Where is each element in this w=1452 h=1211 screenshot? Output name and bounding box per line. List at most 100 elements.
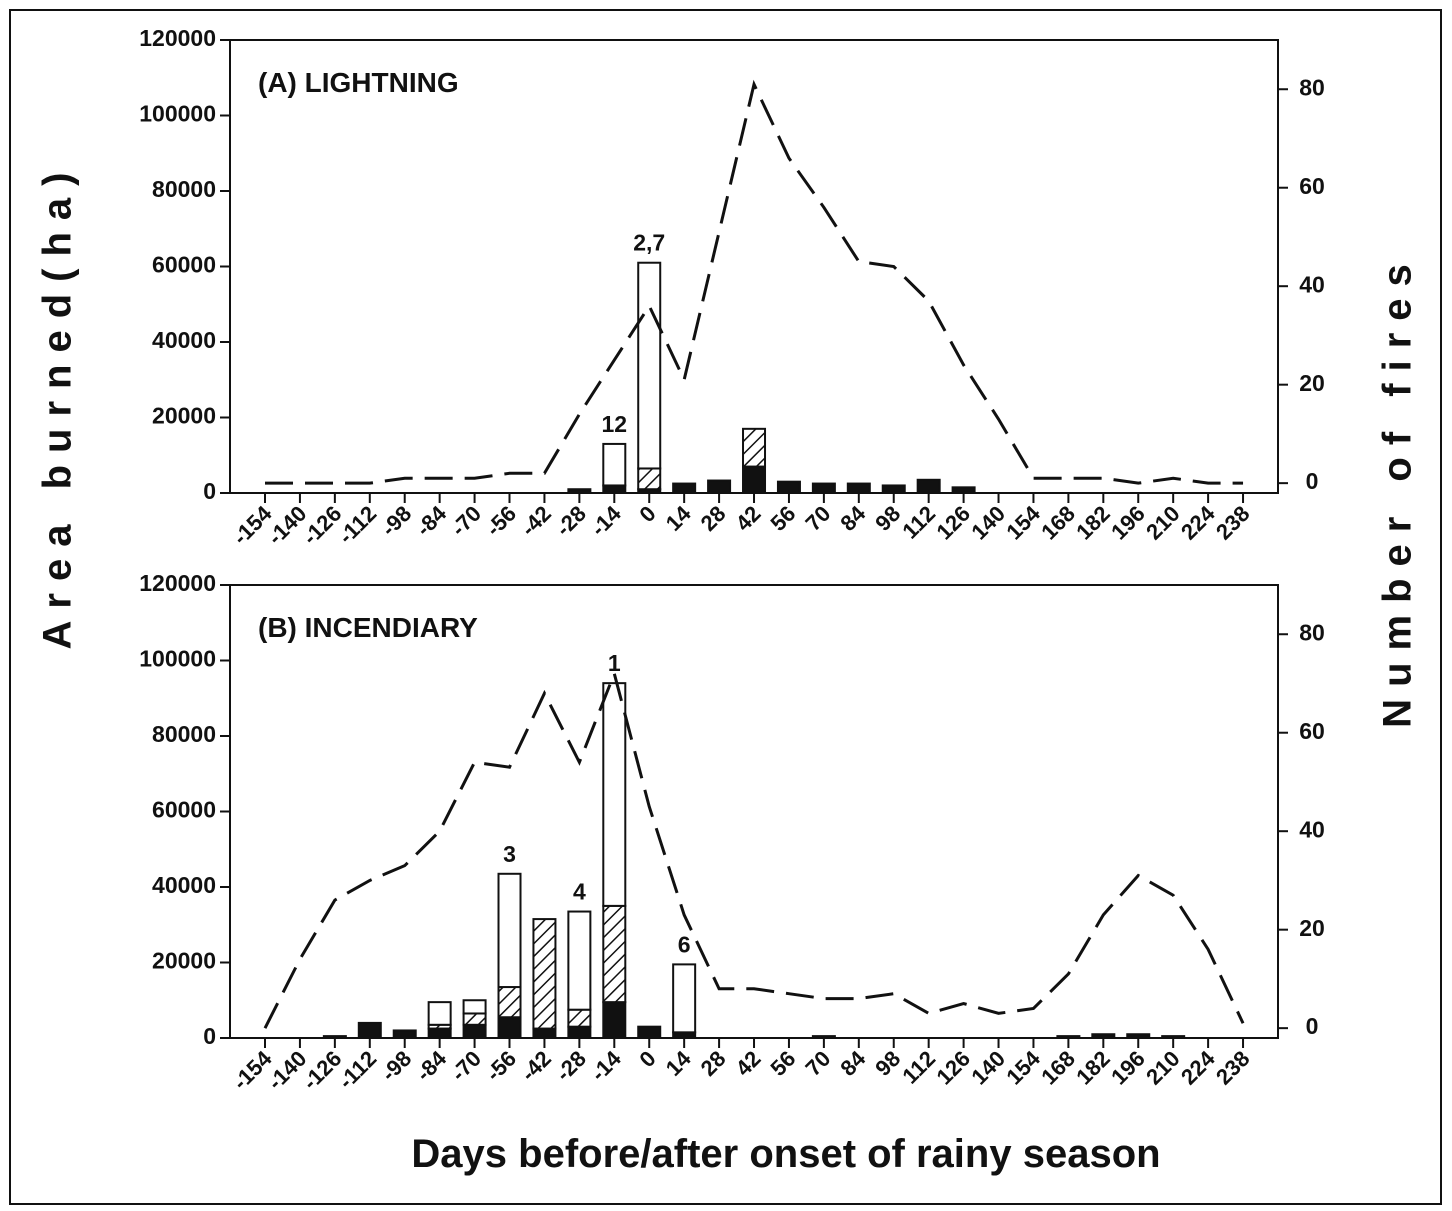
bar-segment xyxy=(532,1027,557,1039)
y-tick-label: 20000 xyxy=(152,948,216,974)
y-tick-label: 120000 xyxy=(139,25,216,51)
y-tick-label: 100000 xyxy=(139,646,216,672)
bar-segment xyxy=(1056,1035,1081,1040)
x-tick-label: -14 xyxy=(586,1045,627,1086)
plot-area xyxy=(229,584,1279,1039)
x-tick-label: 154 xyxy=(1001,1045,1045,1089)
bar-segment xyxy=(776,480,801,494)
x-tick-label: -112 xyxy=(333,1046,381,1094)
bar-segment xyxy=(637,1025,662,1040)
x-tick-label: 28 xyxy=(696,501,731,536)
x-tick-label: 196 xyxy=(1106,501,1150,545)
y-tick-label: 20000 xyxy=(152,403,216,429)
bar-segment xyxy=(916,478,941,495)
y-tick-label: 60000 xyxy=(152,797,216,823)
bar-segment xyxy=(497,1016,522,1039)
x-tick-label: 196 xyxy=(1106,1046,1150,1090)
x-tick-label: 98 xyxy=(870,501,905,536)
bar-segment xyxy=(672,963,697,1034)
x-tick-label: -70 xyxy=(446,501,486,541)
x-tick-label: -28 xyxy=(551,1046,591,1086)
bar-segment xyxy=(707,479,732,495)
y2-tick-label: 20 xyxy=(1299,370,1325,396)
bar-segment xyxy=(1161,1035,1186,1040)
x-tick-label: -112 xyxy=(333,501,381,549)
y2-tick-label: 20 xyxy=(1299,915,1325,941)
bar-label: 4 xyxy=(573,879,586,905)
x-tick-label: -98 xyxy=(376,1046,416,1086)
x-tick-label: -84 xyxy=(411,1045,452,1086)
x-axis-label: Days before/after onset of rainy season xyxy=(411,1132,1160,1176)
panel-title: (B) INCENDIARY xyxy=(258,612,478,643)
x-tick-label: -42 xyxy=(516,1046,556,1086)
bar-segment xyxy=(602,484,627,495)
bar-segment xyxy=(951,486,976,494)
fires-line xyxy=(263,668,1245,1029)
x-tick-label: -14 xyxy=(586,500,627,541)
bar-label: 6 xyxy=(678,931,691,957)
y2-tick-label: 60 xyxy=(1299,173,1325,199)
y-tick-label: 80000 xyxy=(152,176,216,202)
bar-segment xyxy=(602,442,627,487)
x-tick-label: 0 xyxy=(634,501,660,527)
bar-segment xyxy=(637,467,662,491)
x-tick-label: 14 xyxy=(661,1045,697,1081)
bar-segment xyxy=(497,872,522,989)
bar-segment xyxy=(462,1023,487,1039)
x-tick-label: 28 xyxy=(696,1046,731,1081)
x-tick-label: 238 xyxy=(1211,1046,1255,1090)
x-tick-label: -84 xyxy=(411,500,452,541)
bar-segment xyxy=(881,484,906,495)
y-tick-label: 60000 xyxy=(152,252,216,278)
y2-tick-label: 40 xyxy=(1299,816,1325,842)
bar-segment xyxy=(462,999,487,1015)
bar-segment xyxy=(567,1008,592,1028)
bar-segment xyxy=(602,682,627,907)
y-tick-label: 40000 xyxy=(152,872,216,898)
bar-label: 1 xyxy=(608,650,621,676)
bar-segment xyxy=(602,1001,627,1040)
x-tick-label: 210 xyxy=(1141,1046,1185,1090)
bar-segment xyxy=(1126,1033,1151,1039)
x-tick-label: 168 xyxy=(1036,1046,1080,1090)
x-tick-label: 42 xyxy=(731,1046,766,1081)
bar-segment xyxy=(602,904,627,1004)
x-tick-label: 224 xyxy=(1176,500,1220,544)
x-tick-label: 126 xyxy=(931,501,975,545)
bar-segment xyxy=(532,918,557,1030)
x-tick-label: -98 xyxy=(376,501,416,541)
x-tick-label: 0 xyxy=(634,1046,660,1072)
x-tick-label: 112 xyxy=(897,1046,940,1089)
bar-segment xyxy=(462,1012,487,1026)
x-tick-label: 182 xyxy=(1071,501,1115,545)
x-tick-label: 168 xyxy=(1036,501,1080,545)
bar-segment xyxy=(567,910,592,1011)
x-tick-label: 210 xyxy=(1141,501,1185,545)
x-tick-label: 154 xyxy=(1001,500,1045,544)
x-tick-label: -42 xyxy=(516,501,556,541)
bar-segment xyxy=(357,1021,382,1040)
x-tick-label: 224 xyxy=(1176,1045,1220,1089)
x-tick-label: -56 xyxy=(481,501,521,541)
bar-label: 2,7 xyxy=(633,230,665,256)
bar-segment xyxy=(1091,1033,1116,1039)
x-tick-label: 112 xyxy=(897,501,940,544)
x-tick-label: -56 xyxy=(481,1046,521,1086)
bar-segment xyxy=(672,482,697,494)
y-tick-label: 40000 xyxy=(152,327,216,353)
plot-area xyxy=(229,39,1279,494)
bar-segment xyxy=(742,427,767,468)
x-tick-label: 42 xyxy=(731,501,766,536)
bar-label: 3 xyxy=(503,841,516,867)
y2-axis-label: Number of fires xyxy=(1376,252,1420,728)
y-axis-label: Area burned(ha) xyxy=(36,161,80,650)
bar-segment xyxy=(392,1029,417,1039)
x-tick-label: 84 xyxy=(835,1045,871,1081)
x-tick-label: 70 xyxy=(800,501,835,536)
x-tick-label: 182 xyxy=(1071,1046,1115,1090)
y2-tick-label: 0 xyxy=(1306,1013,1319,1039)
bar-segment xyxy=(497,986,522,1019)
bar-segment xyxy=(567,1025,592,1040)
